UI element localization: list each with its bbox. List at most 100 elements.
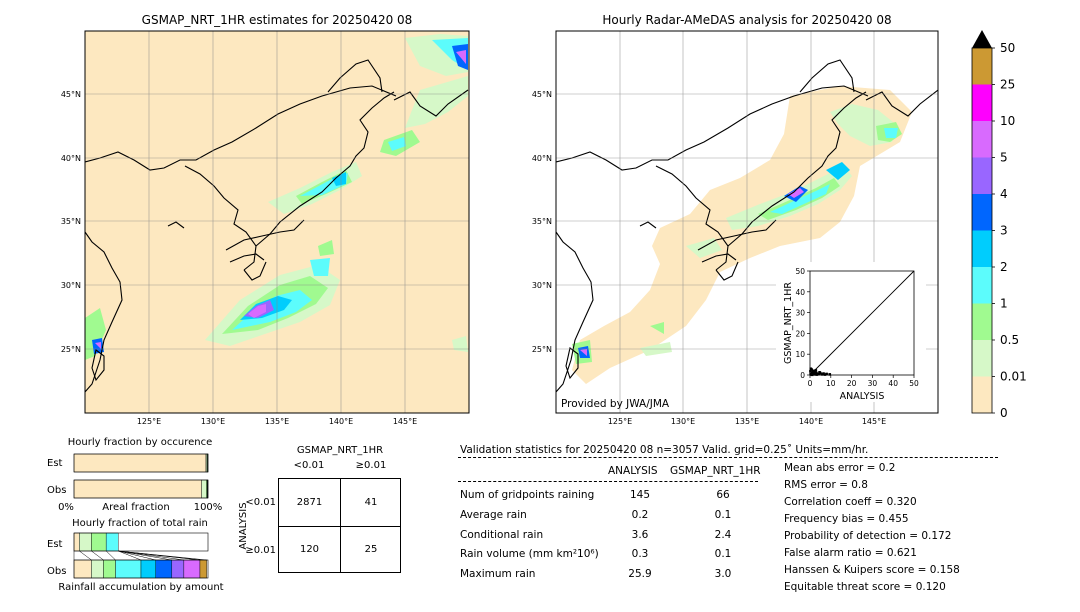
fraction-frame [73, 479, 209, 499]
contingency-row-label-ge: ≥0.01 [245, 545, 276, 556]
contingency-cell-01: 41 [364, 497, 378, 508]
lon-tick-145: 145°E [393, 417, 417, 426]
total-rain-chart: Est Obs Rainfall accumulation by amount [47, 532, 224, 593]
scatter-x-tick-label: 10 [826, 379, 836, 388]
colorbar-cell [972, 267, 992, 304]
lat-tick-40: 40°N [61, 154, 81, 163]
lat-tick-25: 25°N [61, 345, 81, 354]
scatter-x-tick-label: 20 [847, 379, 857, 388]
fraction-segment [171, 559, 185, 579]
colorbar-cell [972, 84, 992, 121]
total-rain-connector-lines [73, 550, 207, 561]
validation-header: Validation statistics for 20250420 08 n=… [460, 444, 869, 456]
row-gsmap: 0.1 [714, 548, 732, 560]
fraction-segment [115, 559, 142, 579]
fraction-connector [118, 550, 172, 561]
occurrence-title: Hourly fraction by occurence [67, 437, 213, 448]
colorbar-label: 0 [1000, 406, 1008, 420]
fraction-connector [91, 550, 104, 561]
colorbar-label: 1 [1000, 297, 1008, 311]
score-line: RMS error = 0.8 [784, 479, 868, 491]
scatter-x-tick-label: 40 [888, 379, 898, 388]
scatter-point [818, 370, 821, 374]
one-to-one-line [809, 270, 915, 376]
validation-col-analysis: ANALYSIS [608, 465, 658, 477]
score-line: Probability of detection = 0.172 [784, 530, 952, 542]
scatter-point [817, 372, 821, 376]
total-rain-obs-bar [73, 559, 209, 579]
contingency-row-header: ANALYSIS <0.01 ≥0.01 [238, 497, 276, 556]
row-gsmap: 0.1 [714, 509, 732, 521]
occurrence-est-bar [73, 453, 209, 473]
lat-tick-30: 30°N [532, 281, 552, 290]
scatter-y-tick-label: 30 [795, 309, 805, 318]
radar-coverage [572, 86, 912, 384]
contingency-col-label-ge: ≥0.01 [355, 460, 387, 471]
radar-coastlines [556, 59, 938, 393]
scatter-point [813, 373, 817, 376]
row-label: Maximum rain [460, 568, 536, 580]
colorbar-label: 3 [1000, 224, 1008, 238]
scatter-y-tick-label: 10 [795, 350, 805, 359]
fraction-segment [183, 559, 201, 579]
lat-tick-35: 35°N [532, 217, 552, 226]
colorbar-label: 25 [1000, 78, 1015, 92]
lat-tick-25: 25°N [532, 345, 552, 354]
lon-tick-140: 140°E [329, 417, 353, 426]
row-label: Rain volume (mm km²10⁶) [460, 548, 599, 560]
colorbar-cell [972, 194, 992, 231]
fraction-segment [91, 532, 107, 552]
total-rain-est-bar [73, 532, 209, 552]
contingency-row-label-lt: <0.01 [245, 497, 276, 508]
colorbar-label: 0.5 [1000, 333, 1019, 347]
gsmap-coastlines [85, 59, 469, 393]
total-rain-est-label: Est [47, 539, 63, 550]
fraction-connector [118, 550, 156, 561]
validation-table-rule [458, 481, 758, 482]
gsmap-rain-patches [85, 34, 468, 360]
occurrence-tick-0: 0% [58, 502, 74, 513]
data-credit: Provided by JWA/JMA [561, 398, 670, 410]
fraction-segment [140, 559, 156, 579]
contingency-row-title: ANALYSIS [238, 502, 249, 549]
scatter-point [823, 373, 827, 376]
scatter-x-tick-label: 30 [868, 379, 878, 388]
validation-header-rule [458, 457, 998, 458]
total-rain-obs-label: Obs [47, 566, 66, 577]
occurrence-obs-label: Obs [47, 485, 66, 496]
fraction-connector [79, 550, 92, 561]
row-gsmap: 2.4 [714, 529, 732, 541]
colorbar-label: 0.01 [1000, 370, 1027, 384]
occurrence-xlabel: Areal fraction [102, 502, 169, 513]
colorbar-label: 4 [1000, 187, 1008, 201]
scatter-y-tick-label: 0 [800, 371, 805, 380]
occurrence-chart: Est Obs 0% Areal fraction 100% [47, 453, 222, 513]
colorbar-label: 5 [1000, 151, 1008, 165]
contingency-title: GSMAP_NRT_1HR [296, 445, 384, 456]
colorbar-cell [972, 48, 992, 85]
gsmap-graticule [85, 31, 469, 413]
colorbar-cell [972, 230, 992, 267]
scatter-point [815, 373, 819, 376]
scatter-point [809, 369, 812, 373]
scatter-point [828, 373, 832, 376]
fraction-segment [73, 453, 207, 473]
contingency-cell-10: 120 [299, 544, 320, 555]
scatter-point [810, 371, 814, 374]
gsmap-map: 125°E 130°E 135°E 140°E 145°E 45°N 40°N … [61, 30, 470, 426]
lat-tick-45: 45°N [61, 90, 81, 99]
scatter-inset: 00 10 10 20 20 30 30 40 40 50 50 ANALYSIS GSMAP_NR… [776, 262, 926, 402]
contingency-col-label-lt: <0.01 [293, 460, 325, 471]
validation-col-gsmap: GSMAP_NRT_1HR [670, 465, 761, 477]
fraction-segment [73, 559, 92, 579]
scatter-point [822, 372, 825, 375]
scatter-xlabel: ANALYSIS [840, 391, 885, 402]
lon-tick-130: 130°E [201, 417, 225, 426]
scatter-x-tick-label: 0 [808, 379, 813, 388]
radar-rain-patches [572, 104, 902, 364]
row-analysis: 0.2 [631, 509, 649, 521]
score-line: Correlation coeff = 0.320 [784, 496, 917, 508]
scatter-ylabel: GSMAP_NRT_1HR [783, 282, 794, 364]
fraction-segment [91, 559, 104, 579]
row-gsmap: 66 [716, 489, 730, 501]
